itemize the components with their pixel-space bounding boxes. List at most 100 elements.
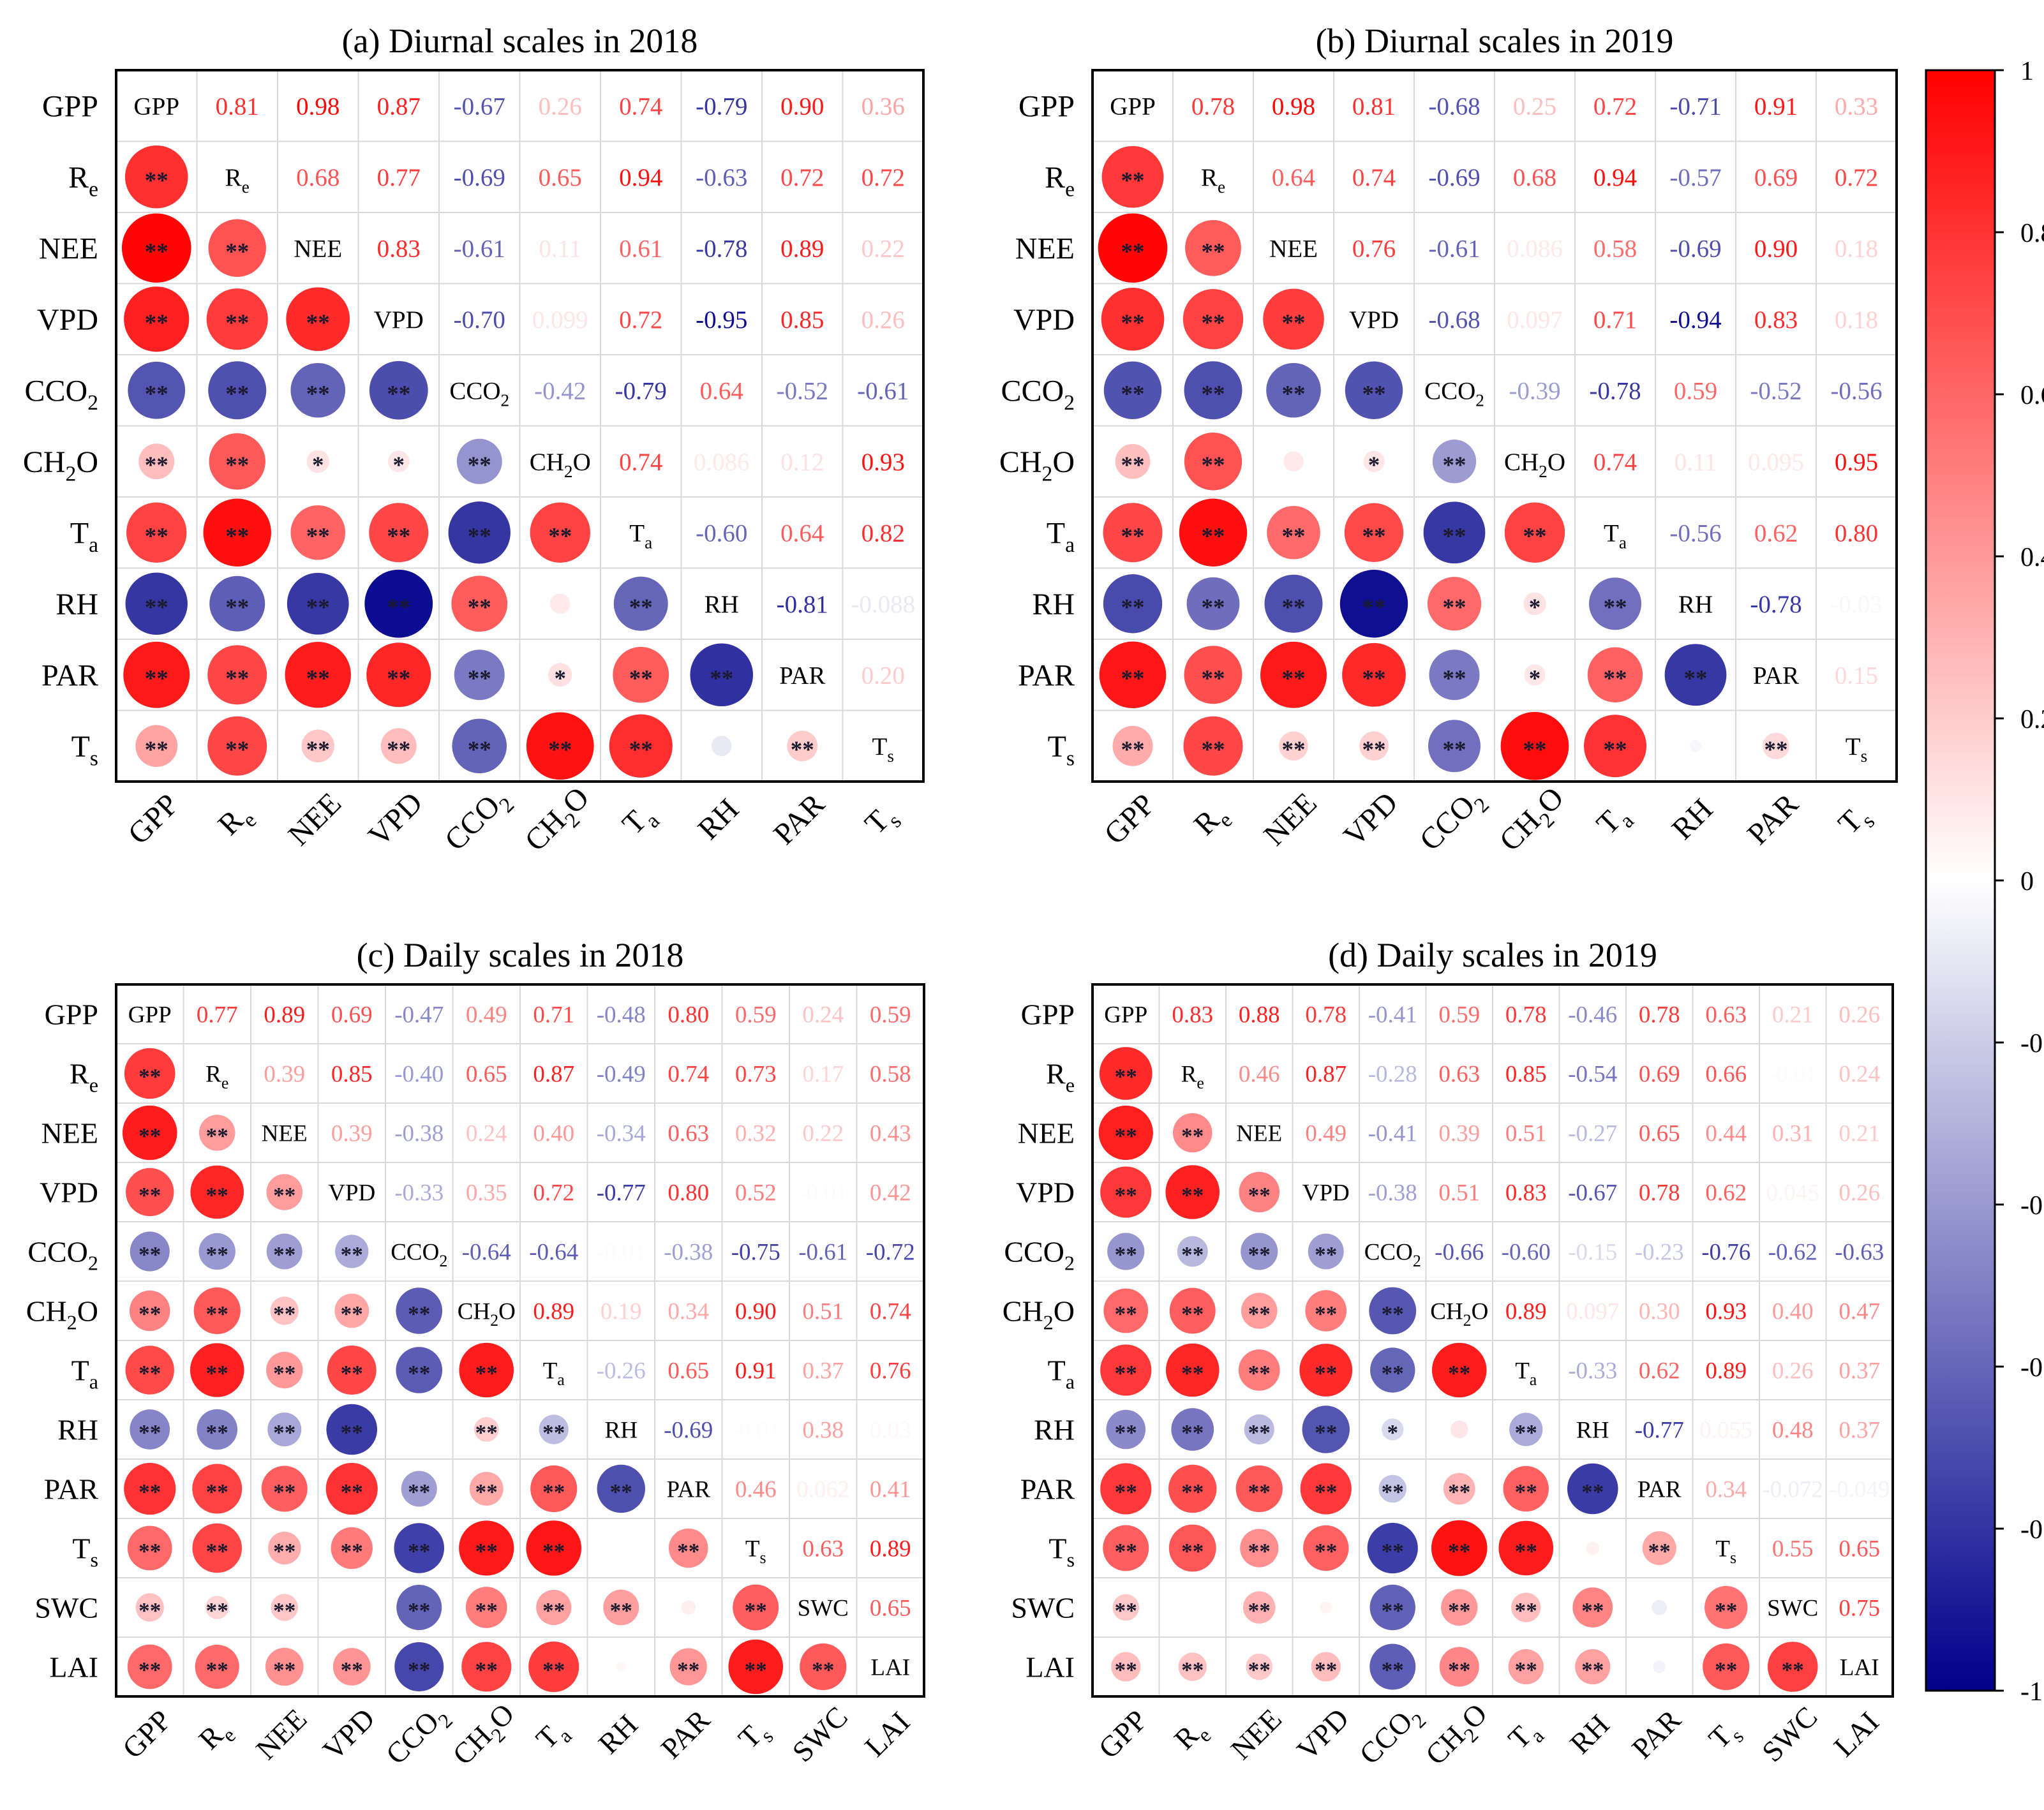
correlation-value: -0.63 bbox=[696, 164, 747, 191]
correlation-value: 0.055 bbox=[1699, 1417, 1752, 1443]
correlation-value: -0.61 bbox=[798, 1239, 847, 1265]
correlation-circle bbox=[1511, 1592, 1541, 1622]
correlation-circle bbox=[130, 1409, 170, 1450]
significance-mark: ** bbox=[138, 1064, 161, 1089]
row-label: NEE bbox=[39, 232, 98, 266]
correlation-value: 0.062 bbox=[796, 1476, 849, 1502]
correlation-value: 0.93 bbox=[862, 449, 905, 476]
correlation-circle bbox=[266, 1174, 303, 1210]
significance-mark: ** bbox=[341, 1539, 363, 1564]
correlation-circle bbox=[452, 718, 507, 774]
significance-mark: ** bbox=[306, 523, 330, 549]
correlation-value: 0.59 bbox=[735, 1002, 777, 1028]
significance-mark: ** bbox=[1515, 1539, 1537, 1564]
row-label: Ta bbox=[71, 1354, 98, 1393]
correlation-value: -0.63 bbox=[1835, 1239, 1884, 1265]
row-label: RH bbox=[57, 1414, 98, 1446]
correlation-circle bbox=[1653, 1660, 1666, 1673]
correlation-circle bbox=[1115, 443, 1151, 479]
column-label: Ts bbox=[1831, 797, 1879, 845]
row-label: RH bbox=[1034, 1414, 1075, 1446]
correlation-circle bbox=[1107, 1233, 1145, 1270]
correlation-value: 0.26 bbox=[1839, 1180, 1880, 1206]
correlation-circle bbox=[1111, 1652, 1141, 1682]
correlation-value: 0.64 bbox=[780, 519, 824, 547]
correlation-value: 0.89 bbox=[1505, 1298, 1547, 1324]
significance-mark: ** bbox=[1181, 1480, 1204, 1504]
correlation-value: 0.85 bbox=[331, 1061, 373, 1087]
significance-mark: ** bbox=[1115, 1302, 1137, 1326]
significance-mark: ** bbox=[138, 1183, 161, 1208]
significance-mark: ** bbox=[1121, 665, 1144, 692]
correlation-value: -0.27 bbox=[1568, 1120, 1617, 1146]
significance-mark: ** bbox=[1115, 1242, 1137, 1267]
diagonal-label: CH2O bbox=[458, 1298, 516, 1329]
correlation-circle bbox=[1185, 219, 1241, 276]
colorbar-tick-label: 1 bbox=[2020, 57, 2034, 86]
correlation-value: 0.83 bbox=[1754, 306, 1798, 334]
correlation-circle bbox=[122, 1105, 177, 1161]
significance-mark: ** bbox=[225, 595, 249, 621]
correlation-circle bbox=[1099, 1047, 1153, 1100]
correlation-circle bbox=[454, 649, 505, 701]
correlation-value: 0.76 bbox=[870, 1358, 911, 1384]
significance-mark: ** bbox=[1523, 737, 1546, 763]
diagonal-label: NEE bbox=[294, 235, 342, 262]
correlation-circle bbox=[1498, 1520, 1554, 1576]
correlation-circle bbox=[1241, 1293, 1278, 1329]
correlation-value: -0.01 bbox=[798, 1180, 847, 1206]
correlation-circle bbox=[1168, 1524, 1216, 1572]
correlation-value: -0.77 bbox=[597, 1180, 646, 1206]
correlation-circle bbox=[1302, 1406, 1350, 1453]
column-label: NEE bbox=[1225, 1702, 1288, 1765]
column-label: Ts bbox=[1702, 1714, 1748, 1760]
correlation-circle bbox=[1260, 641, 1327, 708]
column-label: PAR bbox=[1741, 787, 1805, 851]
correlation-circle bbox=[394, 1523, 445, 1573]
correlation-value: 0.91 bbox=[1754, 93, 1798, 120]
correlation-circle bbox=[192, 1464, 242, 1514]
significance-mark: ** bbox=[408, 1480, 430, 1504]
significance-mark: ** bbox=[138, 1242, 161, 1267]
correlation-circle bbox=[613, 576, 668, 631]
significance-mark: ** bbox=[1121, 381, 1144, 407]
diagonal-label: CCO2 bbox=[1364, 1239, 1421, 1270]
significance-mark: ** bbox=[1315, 1302, 1337, 1326]
correlation-value: 0.74 bbox=[870, 1298, 911, 1324]
correlation-circle bbox=[528, 1641, 579, 1693]
correlation-value: 0.22 bbox=[862, 235, 905, 262]
significance-mark: ** bbox=[1315, 1658, 1337, 1682]
correlation-circle bbox=[456, 438, 502, 484]
correlation-circle bbox=[1263, 288, 1324, 350]
significance-mark: ** bbox=[1248, 1242, 1271, 1267]
correlation-value: 0.74 bbox=[668, 1061, 709, 1087]
row-label: Re bbox=[1046, 1058, 1075, 1097]
correlation-value: 0.24 bbox=[1839, 1061, 1880, 1087]
significance-mark: ** bbox=[1115, 1420, 1137, 1445]
significance-mark: ** bbox=[206, 1420, 228, 1445]
significance-mark: ** bbox=[1115, 1480, 1137, 1504]
correlation-circle bbox=[1099, 641, 1167, 709]
correlation-circle bbox=[609, 714, 673, 778]
correlation-panel: (a) Diurnal scales in 2018 GPP 0.81 0.98 0.8… bbox=[23, 22, 925, 858]
correlation-value: 0.71 bbox=[533, 1002, 574, 1028]
correlation-value: -0.41 bbox=[1368, 1002, 1417, 1028]
significance-mark: ** bbox=[273, 1539, 295, 1564]
column-label: RH bbox=[592, 1708, 644, 1760]
significance-mark: ** bbox=[542, 1598, 565, 1623]
significance-mark: ** bbox=[145, 168, 168, 194]
row-label: Ta bbox=[1047, 517, 1075, 557]
correlation-value: 0.51 bbox=[1505, 1120, 1547, 1146]
correlation-value: 0.83 bbox=[1505, 1180, 1547, 1206]
significance-mark: ** bbox=[145, 381, 168, 407]
significance-mark: ** bbox=[138, 1539, 161, 1564]
correlation-value: 0.71 bbox=[1593, 306, 1637, 334]
column-label: CH2O bbox=[1493, 781, 1575, 863]
correlation-circle bbox=[1382, 1418, 1404, 1441]
correlation-circle bbox=[1367, 1522, 1418, 1574]
column-label: NEE bbox=[250, 1702, 313, 1765]
correlation-circle bbox=[1705, 1585, 1748, 1629]
significance-mark: ** bbox=[1121, 239, 1144, 265]
